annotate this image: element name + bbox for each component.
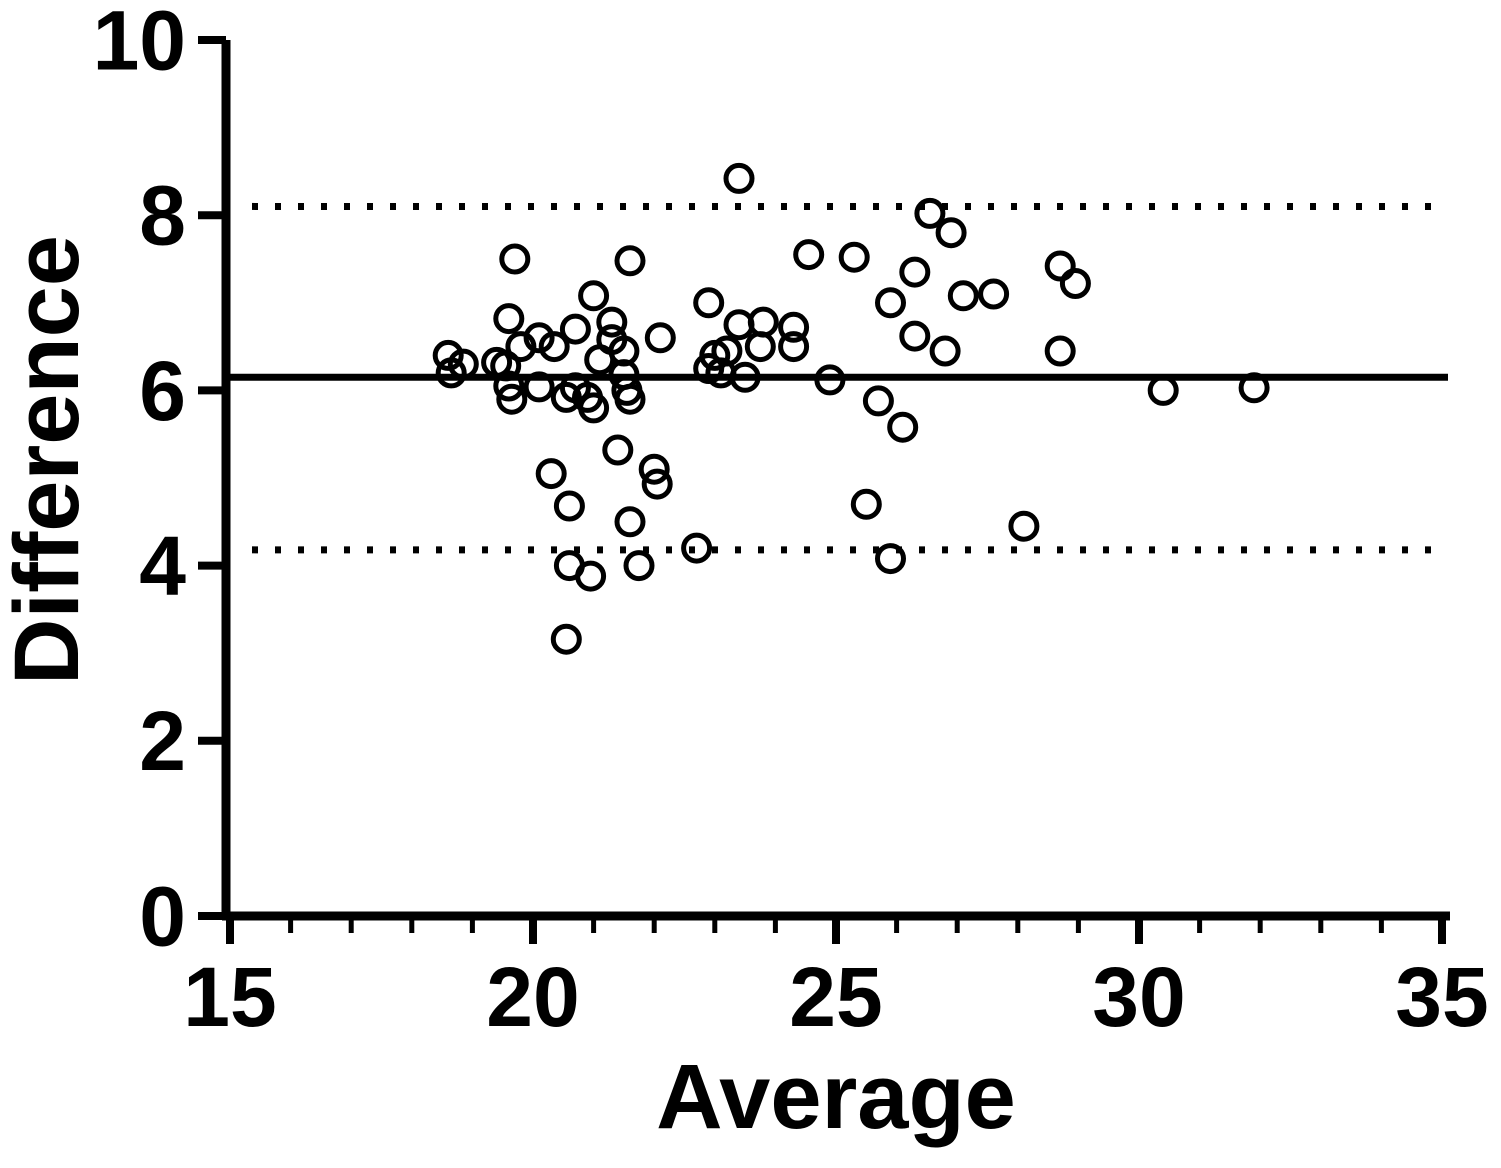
data-point [1044,335,1076,367]
data-point [638,453,670,485]
data-point [862,385,894,417]
data-point [681,532,713,564]
x-tick-label: 20 [486,950,579,1044]
data-point [496,383,528,415]
data-point [899,320,931,352]
data-point [744,331,776,363]
data-point [723,309,755,341]
data-point [644,322,676,354]
data-point [899,256,931,288]
data-point [435,357,467,389]
data-point [575,560,607,592]
x-tick-label: 15 [183,950,276,1044]
y-axis-label: Difference [0,235,98,685]
data-point [550,381,582,413]
data-point [729,361,761,393]
data-point [614,245,646,277]
data-point [499,243,531,275]
data-point [723,162,755,194]
data-point [602,434,634,466]
data-point [875,287,906,319]
data-point [929,335,961,367]
data-point [584,344,616,376]
data-point [778,331,810,363]
data-point [432,339,464,371]
data-point [1238,372,1270,404]
data-point [578,392,610,424]
data-point [935,217,967,249]
scatter-points [432,162,1270,655]
data-point [493,370,525,402]
data-point [578,280,610,312]
tick-labels: 0 2 4 6 8 10 15 20 25 30 35 [93,0,1489,1044]
y-tick-label: 8 [139,169,186,263]
axes [198,36,1450,944]
y-tick-label: 6 [139,344,186,438]
data-point [814,364,846,396]
data-point [553,490,585,522]
x-axis-label: Average [656,1046,1016,1148]
data-point [596,306,628,338]
y-tick-label: 10 [93,0,186,87]
data-point [1147,374,1179,406]
data-point [614,383,646,415]
data-point [505,331,537,363]
x-tick-label: 35 [1395,950,1488,1044]
data-point [1044,250,1076,282]
data-point [875,543,906,575]
y-tick-label: 4 [139,519,186,613]
data-point [778,311,810,343]
data-point [1059,268,1091,299]
data-point [978,278,1010,310]
x-tick-label: 30 [1092,950,1185,1044]
y-tick-label: 2 [139,694,186,788]
data-point [623,550,655,582]
data-point [523,322,555,354]
data-point [914,197,946,229]
data-point [490,350,522,382]
data-point [793,239,825,271]
x-tick-label: 25 [789,950,882,1044]
data-point [535,458,567,490]
data-point [493,303,525,335]
data-point [538,331,570,363]
data-point [559,313,591,345]
data-point [887,411,919,443]
data-point [550,623,582,655]
data-point [614,506,646,538]
data-point [523,371,555,403]
data-point [1008,510,1040,542]
data-point [947,280,979,312]
data-point [850,488,882,520]
y-tick-label: 0 [139,869,186,963]
data-point [693,287,725,319]
data-point [838,241,870,273]
data-point [641,468,673,500]
